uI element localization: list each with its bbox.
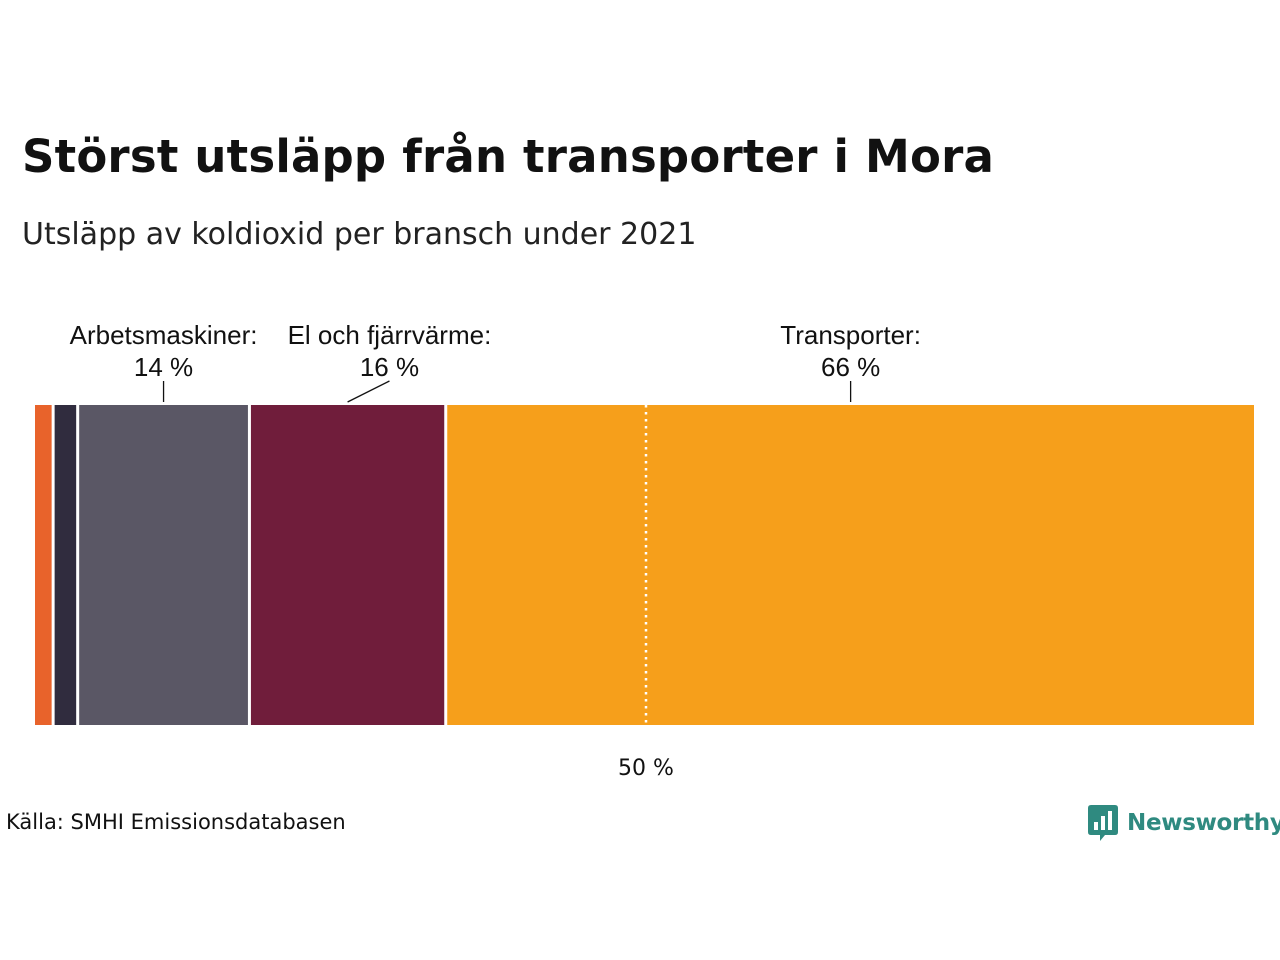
label-el-och-fjarrvarme: El och fjärrvärme:	[288, 320, 492, 350]
bar-segment-transporter	[447, 405, 1254, 725]
stacked-bar-chart: Arbetsmaskiner:14 % El och fjärrvärme:16 …	[35, 320, 1254, 781]
brand-name: Newsworthy	[1127, 810, 1280, 836]
label-transporter: Transporter:	[780, 320, 921, 350]
newsworthy-logo-icon	[1088, 805, 1118, 841]
bar-segment-el-och-fjarrvarme	[250, 405, 445, 725]
leader-line-el-och-fjarrvarme	[347, 380, 390, 403]
brand-logo: Newsworthy	[1088, 803, 1280, 843]
value-label-transporter: 66 %	[821, 352, 880, 382]
value-label-arbetsmaskiner: 14 %	[134, 352, 193, 382]
label-arbetsmaskiner: Arbetsmaskiner:	[70, 320, 258, 350]
chart-subtitle: Utsläpp av koldioxid per bransch under 2…	[22, 217, 697, 252]
chart-title: Störst utsläpp från transporter i Mora	[22, 130, 995, 183]
bar-segment-1	[35, 405, 52, 725]
source-note: Källa: SMHI Emissionsdatabasen	[6, 810, 346, 834]
reference-line-label: 50 %	[618, 756, 674, 781]
value-label-el-och-fjarrvarme: 16 %	[360, 352, 419, 382]
bar-segment-arbetsmaskiner	[79, 405, 248, 725]
bar-segment-2	[54, 405, 77, 725]
